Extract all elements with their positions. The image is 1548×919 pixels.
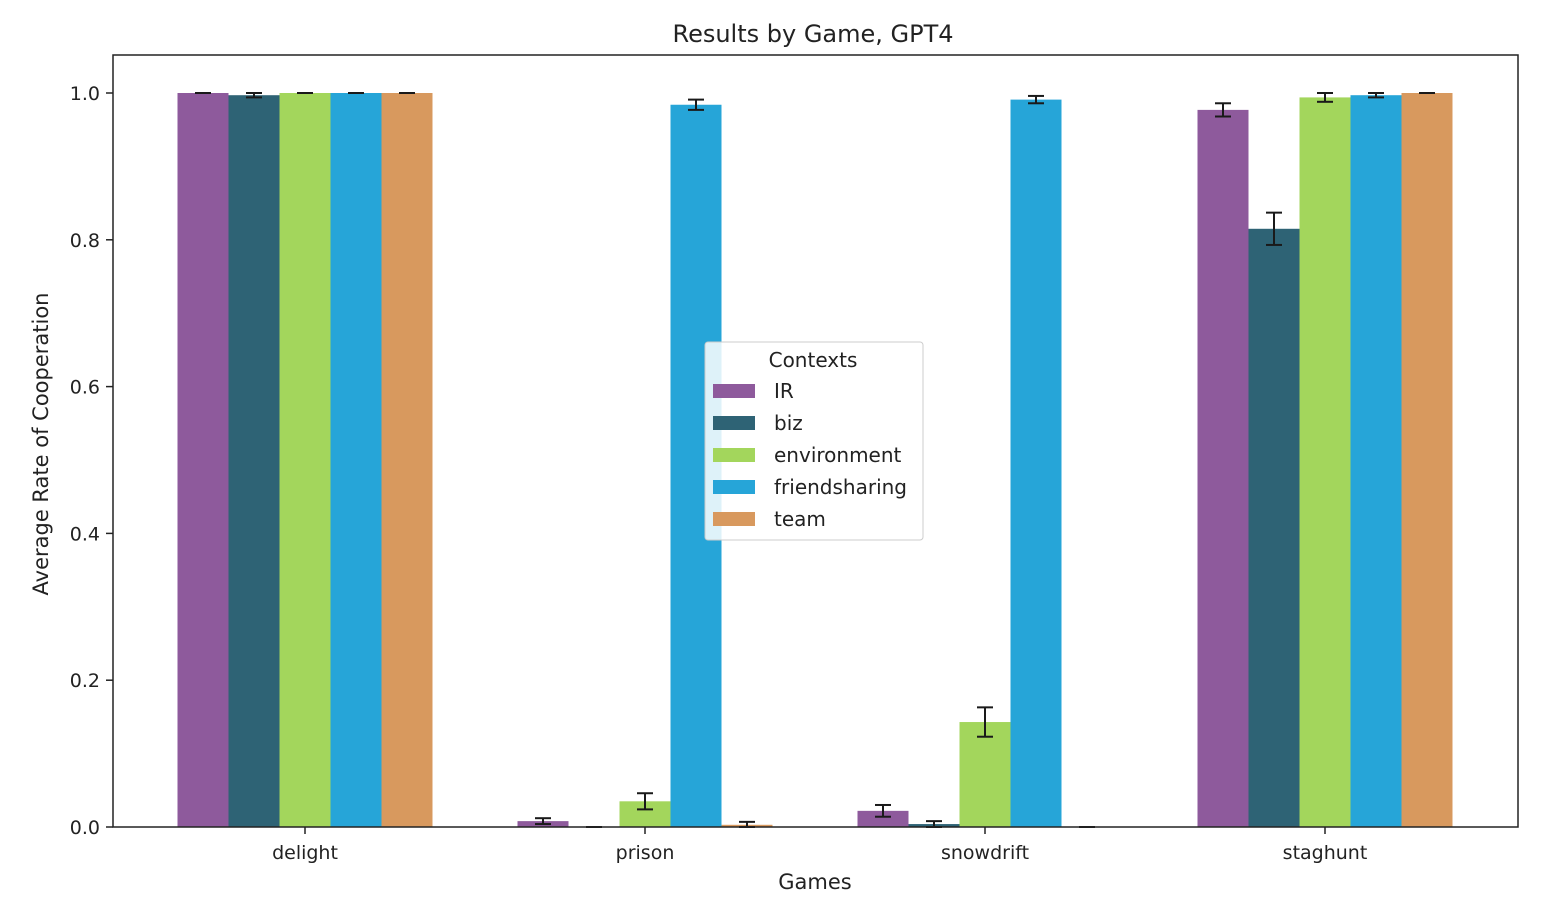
legend-swatch-team bbox=[713, 512, 755, 526]
bar-IR-snowdrift bbox=[857, 810, 909, 827]
legend-item-environment: environment bbox=[713, 443, 902, 467]
y-axis: 0.0 0.2 0.4 0.6 0.8 1.0 bbox=[70, 83, 113, 839]
errorbar-IR-snowdrift bbox=[875, 803, 891, 818]
legend-frame bbox=[704, 341, 924, 541]
y-tick-label-1.0: 1.0 bbox=[70, 83, 100, 105]
errorbar-biz-delight bbox=[246, 92, 262, 99]
legend-label-IR: IR bbox=[774, 379, 794, 403]
x-tick-label-snowdrift: snowdrift bbox=[941, 842, 1029, 864]
legend-label-team: team bbox=[774, 507, 826, 531]
bar-environment-snowdrift bbox=[959, 722, 1011, 827]
plot-frame bbox=[112, 54, 1519, 828]
y-tick-label-0.2: 0.2 bbox=[70, 670, 100, 692]
legend-swatch-IR bbox=[713, 384, 755, 398]
x-axis-label: Games bbox=[778, 870, 851, 894]
errorbar-friendsharing-prison bbox=[688, 98, 704, 111]
bar-friendsharing-delight bbox=[330, 93, 382, 827]
bar-IR-staghunt bbox=[1197, 109, 1249, 827]
legend-swatch-friendsharing bbox=[713, 480, 755, 494]
x-axis: delight prison snowdrift staghunt bbox=[272, 827, 1367, 864]
errorbar-environment-staghunt bbox=[1317, 92, 1333, 103]
legend-item-friendsharing: friendsharing bbox=[713, 475, 907, 499]
y-axis-label: Average Rate of Cooperation bbox=[29, 293, 53, 596]
bar-environment-staghunt bbox=[1299, 97, 1351, 828]
y-tick-label-0.6: 0.6 bbox=[70, 377, 100, 399]
y-tick-label-0.4: 0.4 bbox=[70, 523, 100, 545]
legend-label-friendsharing: friendsharing bbox=[774, 475, 907, 499]
y-tick-label-0.0: 0.0 bbox=[70, 817, 100, 839]
errorbar-IR-staghunt bbox=[1215, 102, 1231, 118]
x-tick-label-delight: delight bbox=[272, 842, 338, 864]
x-tick-label-prison: prison bbox=[616, 842, 675, 864]
errorbar-environment-snowdrift bbox=[977, 706, 993, 738]
legend-label-environment: environment bbox=[774, 443, 902, 467]
x-tick-label-staghunt: staghunt bbox=[1283, 842, 1368, 864]
legend-title: Contexts bbox=[769, 348, 858, 372]
legend: Contexts IR biz environment friendsharing te… bbox=[704, 341, 924, 541]
legend-label-biz: biz bbox=[774, 411, 803, 435]
legend-swatch-environment bbox=[713, 448, 755, 462]
bars-layer bbox=[177, 93, 1453, 828]
legend-items: IR biz environment friendsharing team bbox=[713, 379, 907, 531]
chart-title: Results by Game, GPT4 bbox=[672, 20, 953, 48]
bar-team-delight bbox=[381, 93, 433, 827]
y-tick-label-0.8: 0.8 bbox=[70, 230, 100, 252]
bar-biz-staghunt bbox=[1248, 228, 1300, 828]
bar-friendsharing-snowdrift bbox=[1010, 99, 1062, 827]
bar-environment-delight bbox=[279, 93, 331, 827]
legend-item-team: team bbox=[713, 507, 826, 531]
errorbar-friendsharing-staghunt bbox=[1368, 92, 1384, 99]
bar-IR-delight bbox=[177, 93, 229, 827]
legend-item-IR: IR bbox=[713, 379, 794, 403]
errorbar-IR-prison bbox=[535, 817, 551, 826]
errorbar-biz-staghunt bbox=[1266, 211, 1282, 246]
bar-biz-delight bbox=[228, 95, 280, 827]
legend-item-biz: biz bbox=[713, 411, 803, 435]
legend-swatch-biz bbox=[713, 416, 755, 430]
bar-team-staghunt bbox=[1401, 93, 1453, 827]
errorbar-team-prison bbox=[739, 820, 755, 828]
bar-friendsharing-staghunt bbox=[1350, 95, 1402, 827]
errorbar-environment-prison bbox=[637, 792, 653, 811]
errorbar-friendsharing-snowdrift bbox=[1028, 94, 1044, 105]
errorbar-biz-snowdrift bbox=[926, 820, 942, 828]
